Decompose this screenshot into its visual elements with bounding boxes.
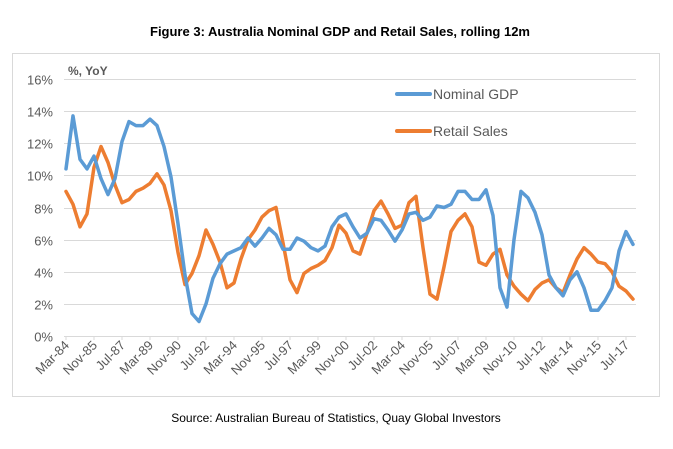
legend: Nominal GDP Retail Sales [395,86,519,139]
y-axis: 0% 2% 4% 6% 8% 10% 12% 14% 16% [27,73,53,345]
x-tick-label: Jul-17 [596,338,632,374]
chart-source: Source: Australian Bureau of Statistics,… [171,411,501,425]
chart-frame [12,53,660,397]
y-tick-label: 8% [34,202,53,217]
series-line-nominal-gdp [64,114,635,324]
y-tick-label: 2% [34,298,53,313]
y-tick-label: 14% [27,105,53,120]
y-tick-label: 12% [27,137,53,152]
legend-label-retail-sales: Retail Sales [433,123,508,139]
y-tick-label: 16% [27,73,53,88]
chart-title: Figure 3: Australia Nominal GDP and Reta… [150,24,530,39]
series-lines [64,114,635,324]
y-tick-label: 6% [34,234,53,249]
gridlines [64,79,636,337]
y-tick-label: 0% [34,330,53,345]
legend-label-nominal-gdp: Nominal GDP [433,86,519,102]
y-tick-label: 4% [34,266,53,281]
series-line-retail-sales [64,144,635,303]
y-axis-label: %, YoY [68,64,108,78]
y-tick-label: 10% [27,169,53,184]
x-axis: Mar-84Nov-85Jul-87Mar-89Nov-90Jul-92Mar-… [32,336,632,378]
